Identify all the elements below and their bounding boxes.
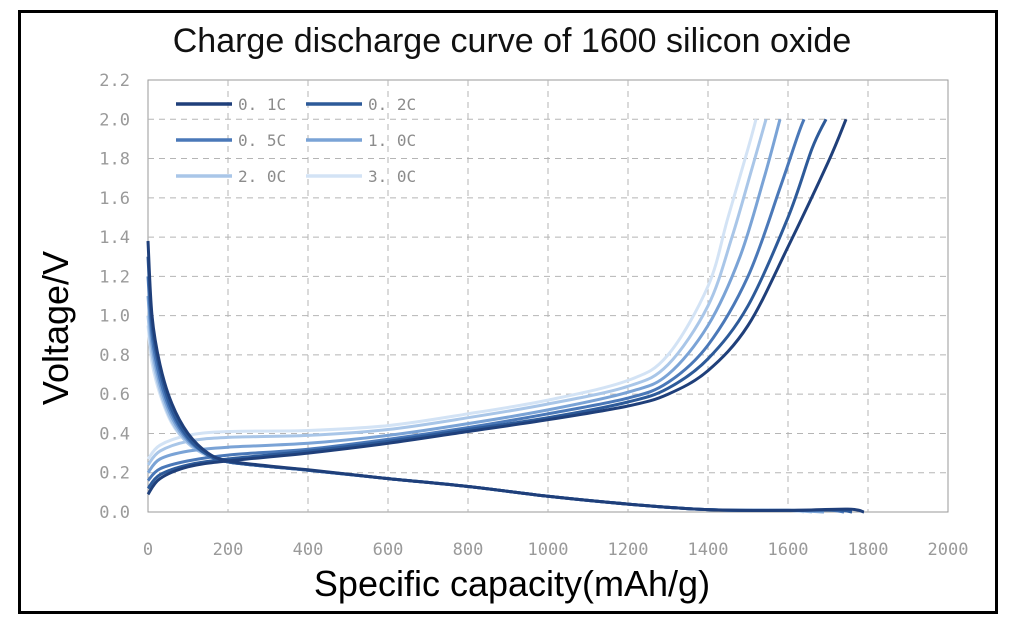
x-tick-label: 600 <box>373 540 404 560</box>
x-tick-label: 800 <box>453 540 484 560</box>
grid-lines <box>148 80 948 512</box>
y-tick-label: 1.2 <box>99 267 130 287</box>
charge-line <box>146 118 828 490</box>
discharge-line <box>146 240 865 514</box>
y-tick-label: 2.0 <box>99 110 130 130</box>
y-tick-label: 0.2 <box>99 464 130 484</box>
x-axis-label: Specific capacity(mAh/g) <box>314 563 710 604</box>
y-tick-label: 1.4 <box>99 228 130 248</box>
x-tick-label: 1000 <box>528 540 569 560</box>
charge-line <box>146 118 848 496</box>
legend-label: 0. 1C <box>238 95 286 114</box>
x-tick-label: 0 <box>143 540 153 560</box>
legend-label: 1. 0C <box>368 131 416 150</box>
x-tick-label: 1800 <box>848 540 889 560</box>
chart-title: Charge discharge curve of 1600 silicon o… <box>173 22 852 60</box>
y-tick-labels: 0.0 0.2 0.4 0.6 0.8 1.0 1.2 1.4 1.6 1.8 2.0 2.2 <box>99 71 130 523</box>
legend-label: 3. 0C <box>368 167 416 186</box>
y-tick-label: 0.0 <box>99 503 130 523</box>
y-tick-label: 0.6 <box>99 385 130 405</box>
y-tick-label: 0.4 <box>99 424 130 444</box>
y-tick-label: 1.8 <box>99 150 130 170</box>
charge-line <box>146 118 758 460</box>
legend-label: 0. 5C <box>238 131 286 150</box>
x-tick-label: 2000 <box>928 540 969 560</box>
y-tick-label: 0.8 <box>99 346 130 366</box>
legend-label: 0. 2C <box>368 95 416 114</box>
y-axis-label: Voltage/V <box>35 251 76 405</box>
x-tick-labels: 0 200 400 600 800 1000 1200 1400 1600 1800 2000 <box>143 540 969 560</box>
y-tick-label: 1.6 <box>99 189 130 209</box>
legend-label: 2. 0C <box>238 167 286 186</box>
charge-line <box>146 118 806 482</box>
x-tick-label: 1200 <box>608 540 649 560</box>
charge-line <box>146 118 768 466</box>
y-tick-label: 1.0 <box>99 307 130 327</box>
x-tick-label: 1600 <box>768 540 809 560</box>
x-tick-label: 200 <box>213 540 244 560</box>
x-tick-label: 400 <box>293 540 324 560</box>
y-tick-label: 2.2 <box>99 71 130 91</box>
x-tick-label: 1400 <box>688 540 729 560</box>
legend: 0. 1C 0. 2C 0. 5C 1. 0C 2. 0C 3. 0C <box>176 95 416 186</box>
series-lines <box>146 118 865 514</box>
